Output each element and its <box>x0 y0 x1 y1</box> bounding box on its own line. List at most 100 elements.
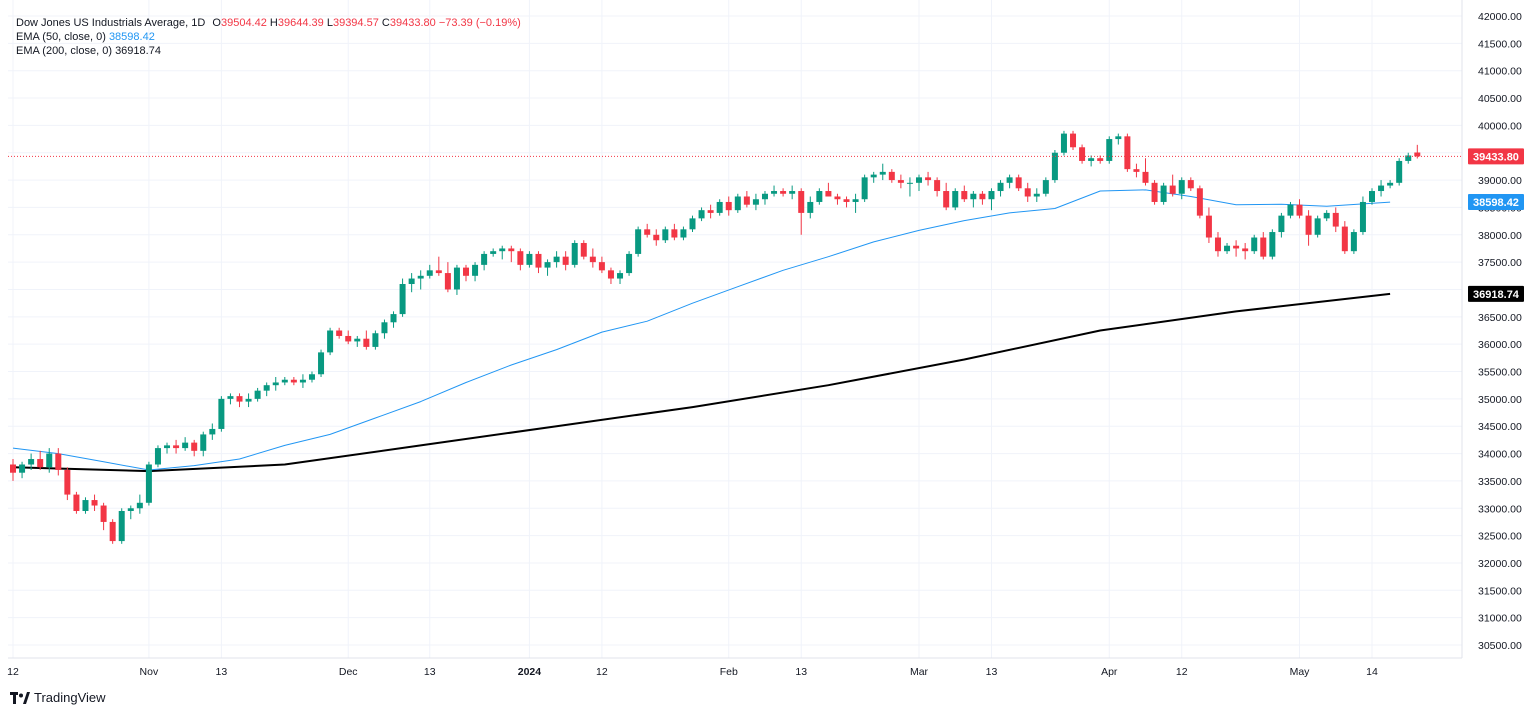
candle <box>182 437 189 451</box>
price-tags: 39433.80 38598.42 36918.74 <box>1468 148 1524 302</box>
candle <box>1060 130 1067 156</box>
legend-ema50-row[interactable]: EMA (50, close, 0) 38598.42 <box>16 30 521 44</box>
candle <box>1196 185 1203 219</box>
candle <box>336 327 343 339</box>
candle <box>136 494 143 514</box>
candle <box>417 270 424 290</box>
candle-body <box>553 256 560 263</box>
candle <box>598 256 605 274</box>
candle <box>916 174 922 192</box>
price-tick-label: 41500.00 <box>1478 38 1522 50</box>
candle-body <box>897 180 904 183</box>
candle-body <box>825 191 832 197</box>
candle-body <box>218 398 225 429</box>
candle <box>589 248 596 268</box>
time-tick-label: Dec <box>339 666 358 678</box>
candle-body <box>589 256 596 263</box>
candle <box>299 374 306 388</box>
candle <box>798 188 805 235</box>
candle <box>118 508 125 544</box>
candle-body <box>689 218 696 230</box>
candle-body <box>1160 185 1167 202</box>
candle-body <box>354 338 361 342</box>
candle <box>544 259 551 276</box>
candle <box>517 248 524 271</box>
price-tick-label: 40500.00 <box>1478 93 1522 105</box>
time-tick-label: Feb <box>720 666 738 678</box>
candle <box>499 245 506 260</box>
candle-body <box>970 193 977 200</box>
candle <box>91 494 98 511</box>
candle-body <box>1196 188 1203 216</box>
ema-200-layer <box>12 292 1391 473</box>
tradingview-logo[interactable]: TradingView <box>10 690 106 705</box>
candle <box>780 188 787 197</box>
candle-body <box>100 505 107 522</box>
candle-body <box>626 253 633 274</box>
candle <box>698 207 705 222</box>
candle-body <box>789 191 796 194</box>
change-value: −73.39 (−0.19%) <box>438 17 521 29</box>
candle <box>580 240 587 260</box>
candle <box>807 196 814 219</box>
candle <box>173 439 180 454</box>
price-tick-label: 40000.00 <box>1478 120 1522 132</box>
candle <box>1187 177 1194 192</box>
candle-body <box>1133 169 1140 172</box>
candle <box>843 196 850 208</box>
candle-body <box>752 199 759 205</box>
candle <box>19 461 26 479</box>
candle <box>970 191 977 208</box>
time-tick-label: 13 <box>216 666 228 678</box>
candle <box>689 215 696 233</box>
candle <box>109 519 116 544</box>
candle-body <box>1269 232 1276 257</box>
candle-body <box>1042 180 1049 194</box>
candle <box>453 264 460 295</box>
candle-body <box>725 201 732 211</box>
candle <box>191 439 198 457</box>
candle-body <box>1350 232 1357 252</box>
candle-body <box>916 177 922 183</box>
last-price-tag-text: 39433.80 <box>1473 151 1519 163</box>
symbol-title[interactable]: Dow Jones US Industrials Average, 1D <box>16 17 206 29</box>
candle <box>1414 144 1421 159</box>
high-value: 39644.39 <box>277 17 324 29</box>
time-tick-label: 12 <box>596 666 608 678</box>
candle-body <box>671 229 678 238</box>
candle <box>888 169 895 183</box>
candle-body <box>245 398 252 402</box>
price-tick-label: 32500.00 <box>1478 531 1522 543</box>
candle-body <box>1178 180 1185 194</box>
candle <box>363 330 370 350</box>
candle-body <box>136 502 143 509</box>
candle <box>263 382 270 397</box>
candle-body <box>1233 245 1240 249</box>
candle <box>1079 144 1086 164</box>
candle <box>1387 180 1394 189</box>
candle-body <box>463 267 469 276</box>
legend-main-row: Dow Jones US Industrials Average, 1D O39… <box>16 16 521 30</box>
candle <box>127 505 134 520</box>
candle <box>10 459 16 481</box>
legend-ema200-row[interactable]: EMA (200, close, 0) 36918.74 <box>16 44 521 58</box>
candle-body <box>1124 136 1131 170</box>
candle-body <box>508 248 515 252</box>
candle-body <box>37 459 44 468</box>
candle-body <box>1015 177 1022 189</box>
candle-body <box>363 338 370 347</box>
candle <box>1088 155 1095 167</box>
candle <box>626 251 633 276</box>
candle <box>1405 152 1412 164</box>
price-axis[interactable]: 42000.00 41500.00 41000.00 40500.00 40000.00… <box>1478 11 1522 652</box>
candle-body <box>1060 133 1067 153</box>
candle-body <box>580 242 587 257</box>
price-tick-label: 32000.00 <box>1478 558 1522 570</box>
candle <box>1314 215 1321 238</box>
candle-body <box>109 521 116 542</box>
price-chart[interactable]: 42000.00 41500.00 41000.00 40500.00 40000.00… <box>0 0 1536 690</box>
candle <box>1396 158 1403 186</box>
time-axis[interactable]: 12 Nov 13 Dec 13 2024 12 Feb 13 Mar 13 Apr 12 May 14 <box>7 666 1378 678</box>
price-tick-label: 33500.00 <box>1478 476 1522 488</box>
candle <box>245 393 252 408</box>
